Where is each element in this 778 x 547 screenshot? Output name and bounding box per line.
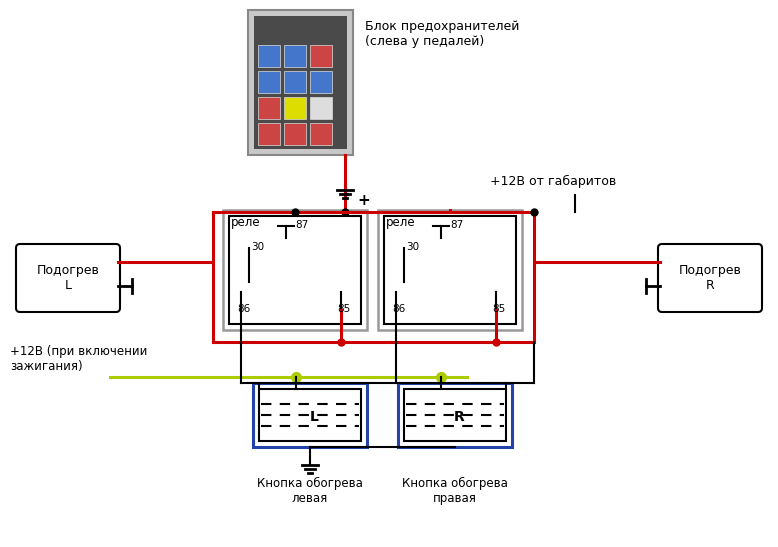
Bar xyxy=(258,71,280,93)
Text: Подогрев
R: Подогрев R xyxy=(678,264,741,292)
Bar xyxy=(404,389,506,441)
Bar xyxy=(253,383,367,447)
Bar xyxy=(229,216,361,324)
Text: 86: 86 xyxy=(392,304,405,314)
Text: Подогрев
L: Подогрев L xyxy=(37,264,100,292)
Text: 87: 87 xyxy=(450,220,463,230)
Text: L: L xyxy=(310,410,318,424)
Text: +12В (при включении
зажигания): +12В (при включении зажигания) xyxy=(10,345,147,373)
Bar xyxy=(258,45,280,67)
Text: 30: 30 xyxy=(251,242,264,252)
FancyBboxPatch shape xyxy=(16,244,120,312)
Bar xyxy=(284,71,306,93)
Bar xyxy=(223,210,367,330)
Bar xyxy=(378,210,522,330)
Text: 85: 85 xyxy=(492,304,505,314)
Bar xyxy=(259,389,361,441)
Text: 85: 85 xyxy=(337,304,350,314)
Bar xyxy=(284,45,306,67)
Text: Блок предохранителей
(слева у педалей): Блок предохранителей (слева у педалей) xyxy=(365,20,520,48)
Text: Кнопка обогрева
правая: Кнопка обогрева правая xyxy=(402,477,508,505)
Bar xyxy=(398,383,512,447)
Text: Кнопка обогрева
левая: Кнопка обогрева левая xyxy=(257,477,363,505)
Text: реле: реле xyxy=(231,216,261,229)
Text: 86: 86 xyxy=(237,304,251,314)
Bar xyxy=(284,123,306,145)
Bar xyxy=(258,123,280,145)
Text: 87: 87 xyxy=(295,220,308,230)
Text: +: + xyxy=(357,193,370,208)
Text: реле: реле xyxy=(386,216,415,229)
Text: +12В от габаритов: +12В от габаритов xyxy=(490,175,616,188)
Bar xyxy=(310,97,332,119)
FancyBboxPatch shape xyxy=(658,244,762,312)
Bar xyxy=(248,10,353,155)
Bar xyxy=(284,97,306,119)
Bar xyxy=(310,71,332,93)
Bar xyxy=(258,97,280,119)
Bar xyxy=(384,216,516,324)
Text: 30: 30 xyxy=(406,242,419,252)
Text: R: R xyxy=(454,410,464,424)
Bar xyxy=(254,16,347,149)
Bar xyxy=(310,123,332,145)
Bar xyxy=(310,45,332,67)
